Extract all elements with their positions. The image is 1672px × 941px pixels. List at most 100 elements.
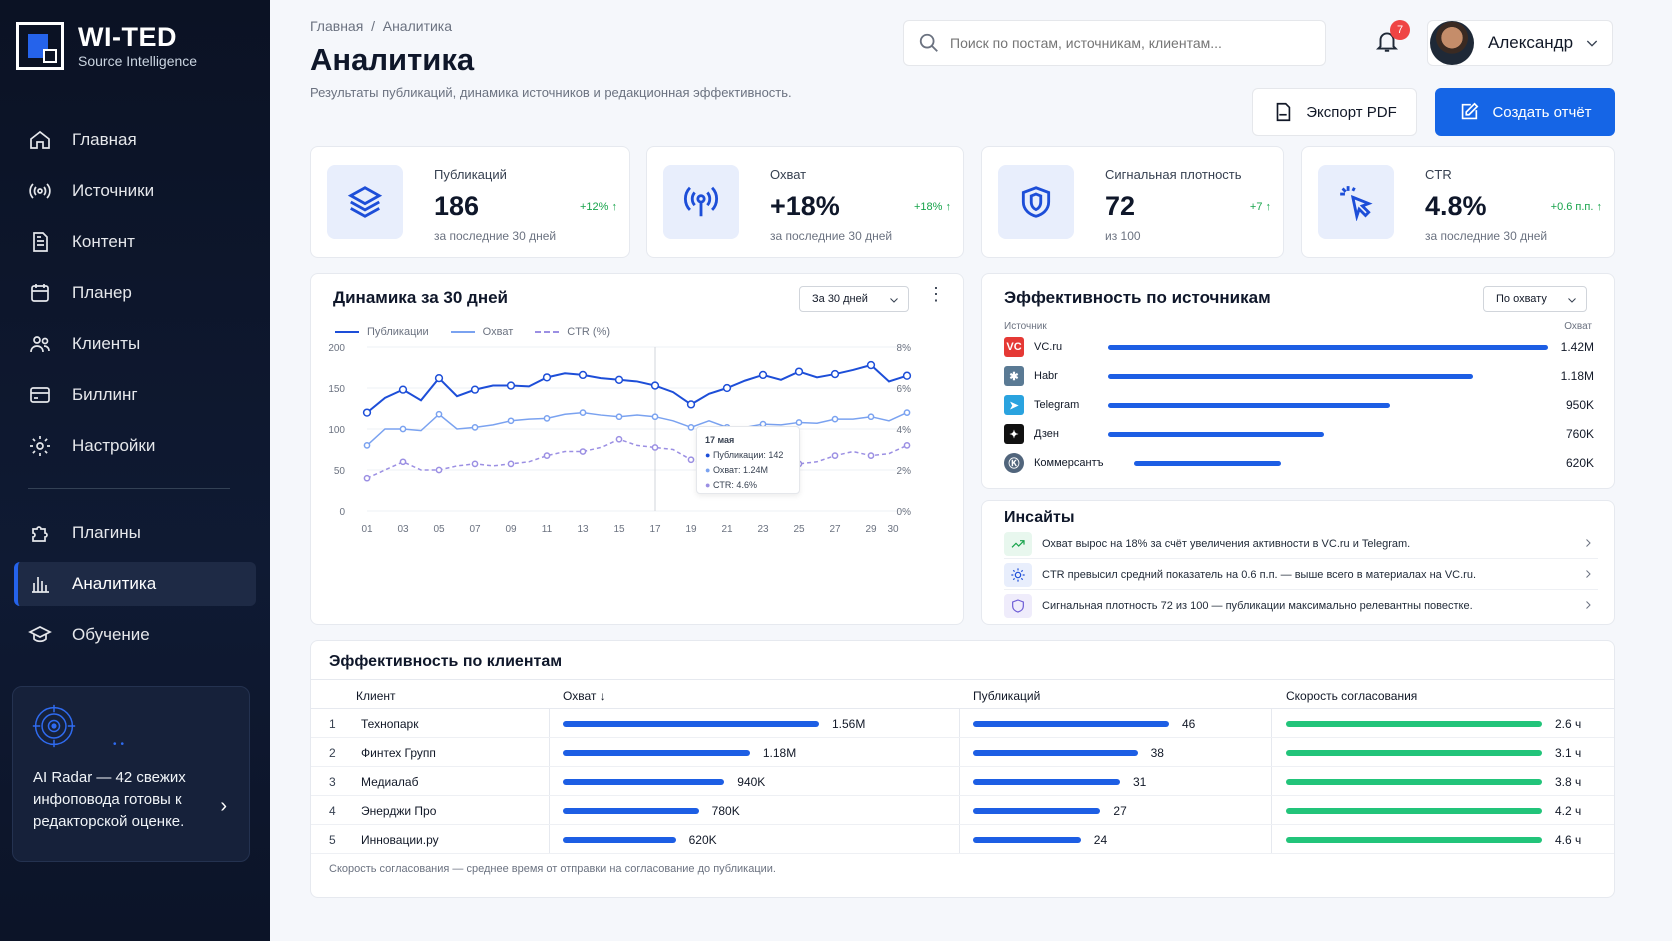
shield-icon <box>998 165 1074 239</box>
search-box[interactable] <box>903 20 1326 66</box>
ai-radar-card[interactable]: •• AI Radar — 42 свежих инфоповода готов… <box>12 686 250 862</box>
insight-row[interactable]: Охват вырос на 18% за счёт увеличения ак… <box>1004 529 1598 559</box>
sidebar: WI-TED Source Intelligence Главная Источ… <box>0 0 270 941</box>
user-menu[interactable]: Александр <box>1427 20 1613 66</box>
data-point <box>614 375 624 384</box>
source-logo-icon: ✦ <box>1004 424 1024 444</box>
column-divider <box>549 709 550 853</box>
legend-item-reach[interactable]: Охват <box>450 326 513 338</box>
kpi-card-signal-density: Сигнальная плотность 72 из 100 +7 ↑ <box>981 146 1284 258</box>
speed-bar <box>1286 750 1542 756</box>
sidebar-item-home[interactable]: Главная <box>14 118 256 162</box>
source-name: VC.ru <box>1034 341 1063 353</box>
speed-value: 3.8 ч <box>1555 775 1582 789</box>
brand-tagline: Source Intelligence <box>78 53 198 69</box>
col-client-header[interactable]: Клиент <box>356 689 396 703</box>
sidebar-item-label: Плагины <box>72 523 141 542</box>
breadcrumb[interactable]: Главная / Аналитика <box>310 18 453 34</box>
source-row[interactable]: Ⓚ Коммерсантъ 620K <box>1004 452 1594 474</box>
dynamics-card: Динамика за 30 дней За 30 дней ⋮ Публика… <box>310 273 964 625</box>
sources-card: Эффективность по источникам По охвату Ис… <box>981 273 1615 489</box>
y2-tick-label: 4% <box>897 425 912 436</box>
create-report-button[interactable]: Создать отчёт <box>1435 88 1615 136</box>
source-row[interactable]: ✦ Дзен 760K <box>1004 423 1594 445</box>
data-point <box>543 414 551 422</box>
reach-bar <box>563 779 725 785</box>
page-subtitle: Результаты публикаций, динамика источник… <box>310 85 792 100</box>
legend-item-publications[interactable]: Публикации <box>335 326 429 338</box>
more-vertical-icon[interactable]: ⋮ <box>927 284 945 304</box>
column-divider <box>1271 709 1272 853</box>
data-point <box>507 460 515 468</box>
col-speed-header[interactable]: Скорость согласования <box>1286 689 1418 703</box>
kpi-value: 186 <box>434 191 480 221</box>
source-row[interactable]: VC VC.ru 1.42M <box>1004 336 1594 358</box>
period-select[interactable]: За 30 дней <box>799 286 909 312</box>
radar-dots-icon: •• <box>113 739 129 750</box>
source-reach-bar <box>1108 373 1474 379</box>
search-input[interactable] <box>950 35 1310 51</box>
table-row[interactable]: 3 Медиалаб 940K 31 3.8 ч <box>311 767 1614 796</box>
table-row[interactable]: 4 Энерджи Про 780K 27 4.2 ч <box>311 796 1614 825</box>
data-point <box>903 442 911 449</box>
sidebar-item-label: Главная <box>72 130 137 149</box>
x-tick-label: 15 <box>613 524 625 535</box>
data-point <box>471 424 479 431</box>
sidebar-item-content[interactable]: Контент <box>14 220 256 264</box>
table-row[interactable]: 5 Инновации.ру 620K 24 4.6 ч <box>311 825 1614 854</box>
speed-bar <box>1286 808 1542 814</box>
sources-sort-select[interactable]: По охвату <box>1483 286 1587 312</box>
data-point <box>579 448 587 455</box>
data-point <box>903 409 911 416</box>
insight-text: CTR превысил средний показатель на 0.6 п… <box>1042 568 1477 581</box>
kpi-delta: +0.6 п.п. ↑ <box>1550 201 1602 213</box>
dynamics-line-chart[interactable]: 200 8% 150 6% 100 4% 50 2% 0 0% 01 03 05 07 09 11 13 15 17… <box>311 334 965 624</box>
sidebar-item-plugins[interactable]: Плагины <box>14 511 256 555</box>
export-pdf-label: Экспорт PDF <box>1306 103 1397 121</box>
x-tick-label: 01 <box>361 524 373 535</box>
sidebar-item-sources[interactable]: Источники <box>14 169 256 213</box>
source-row[interactable]: ➤ Telegram 950K <box>1004 394 1594 416</box>
chevron-right-icon <box>1586 601 1591 609</box>
table-row[interactable]: 2 Финтех Групп 1.18M 38 3.1 ч <box>311 738 1614 767</box>
legend-label: Публикации <box>367 326 429 338</box>
data-point <box>470 385 480 394</box>
kpi-delta: +12% ↑ <box>580 201 617 213</box>
legend-item-ctr[interactable]: CTR (%) <box>535 326 610 338</box>
chevron-right-icon[interactable]: › <box>220 795 227 817</box>
data-point <box>794 367 804 376</box>
chevron-down-icon <box>890 298 898 303</box>
source-row[interactable]: ✱ Habr 1.18M <box>1004 365 1594 387</box>
source-reach-value: 1.18M <box>1560 369 1594 383</box>
kpi-label: Охват <box>770 167 807 182</box>
table-row[interactable]: 1 Технопарк 1.56M 46 2.6 ч <box>311 709 1614 738</box>
data-point <box>399 458 407 466</box>
col-publications-header[interactable]: Публикаций <box>973 689 1041 703</box>
insight-row[interactable]: Сигнальная плотность 72 из 100 — публика… <box>1004 591 1598 621</box>
trend-up-icon <box>1004 531 1032 556</box>
export-pdf-button[interactable]: Экспорт PDF <box>1252 88 1417 136</box>
brand-name: WI-TED <box>78 22 177 52</box>
row-number: 1 <box>329 717 336 731</box>
source-reach-value: 950K <box>1565 398 1594 412</box>
sidebar-item-clients[interactable]: Клиенты <box>14 322 256 366</box>
source-reach-value: 620K <box>1565 456 1594 470</box>
data-point <box>615 413 623 421</box>
notifications-button[interactable] <box>1374 28 1404 58</box>
tooltip-ctr: ● CTR: 4.6% <box>705 480 757 490</box>
source-name: Telegram <box>1034 399 1080 411</box>
col-reach-header[interactable]: Охват ↓ <box>563 689 606 703</box>
insight-row[interactable]: CTR превысил средний показатель на 0.6 п… <box>1004 560 1598 590</box>
sidebar-item-label: Клиенты <box>72 334 141 353</box>
sidebar-item-analytics[interactable]: Аналитика <box>14 562 256 606</box>
sidebar-item-billing[interactable]: Биллинг <box>14 373 256 417</box>
logo[interactable]: WI-TED Source Intelligence <box>16 22 197 70</box>
reach-value: 780K <box>711 804 740 818</box>
sidebar-item-planner[interactable]: Планер <box>14 271 256 315</box>
sidebar-item-settings[interactable]: Настройки <box>14 424 256 468</box>
kpi-card-publications: Публикаций 186 за последние 30 дней +12%… <box>310 146 630 258</box>
data-point <box>435 410 443 418</box>
sun-icon <box>1004 562 1032 587</box>
sidebar-item-learning[interactable]: Обучение <box>14 613 256 657</box>
publications-bar <box>973 808 1101 814</box>
